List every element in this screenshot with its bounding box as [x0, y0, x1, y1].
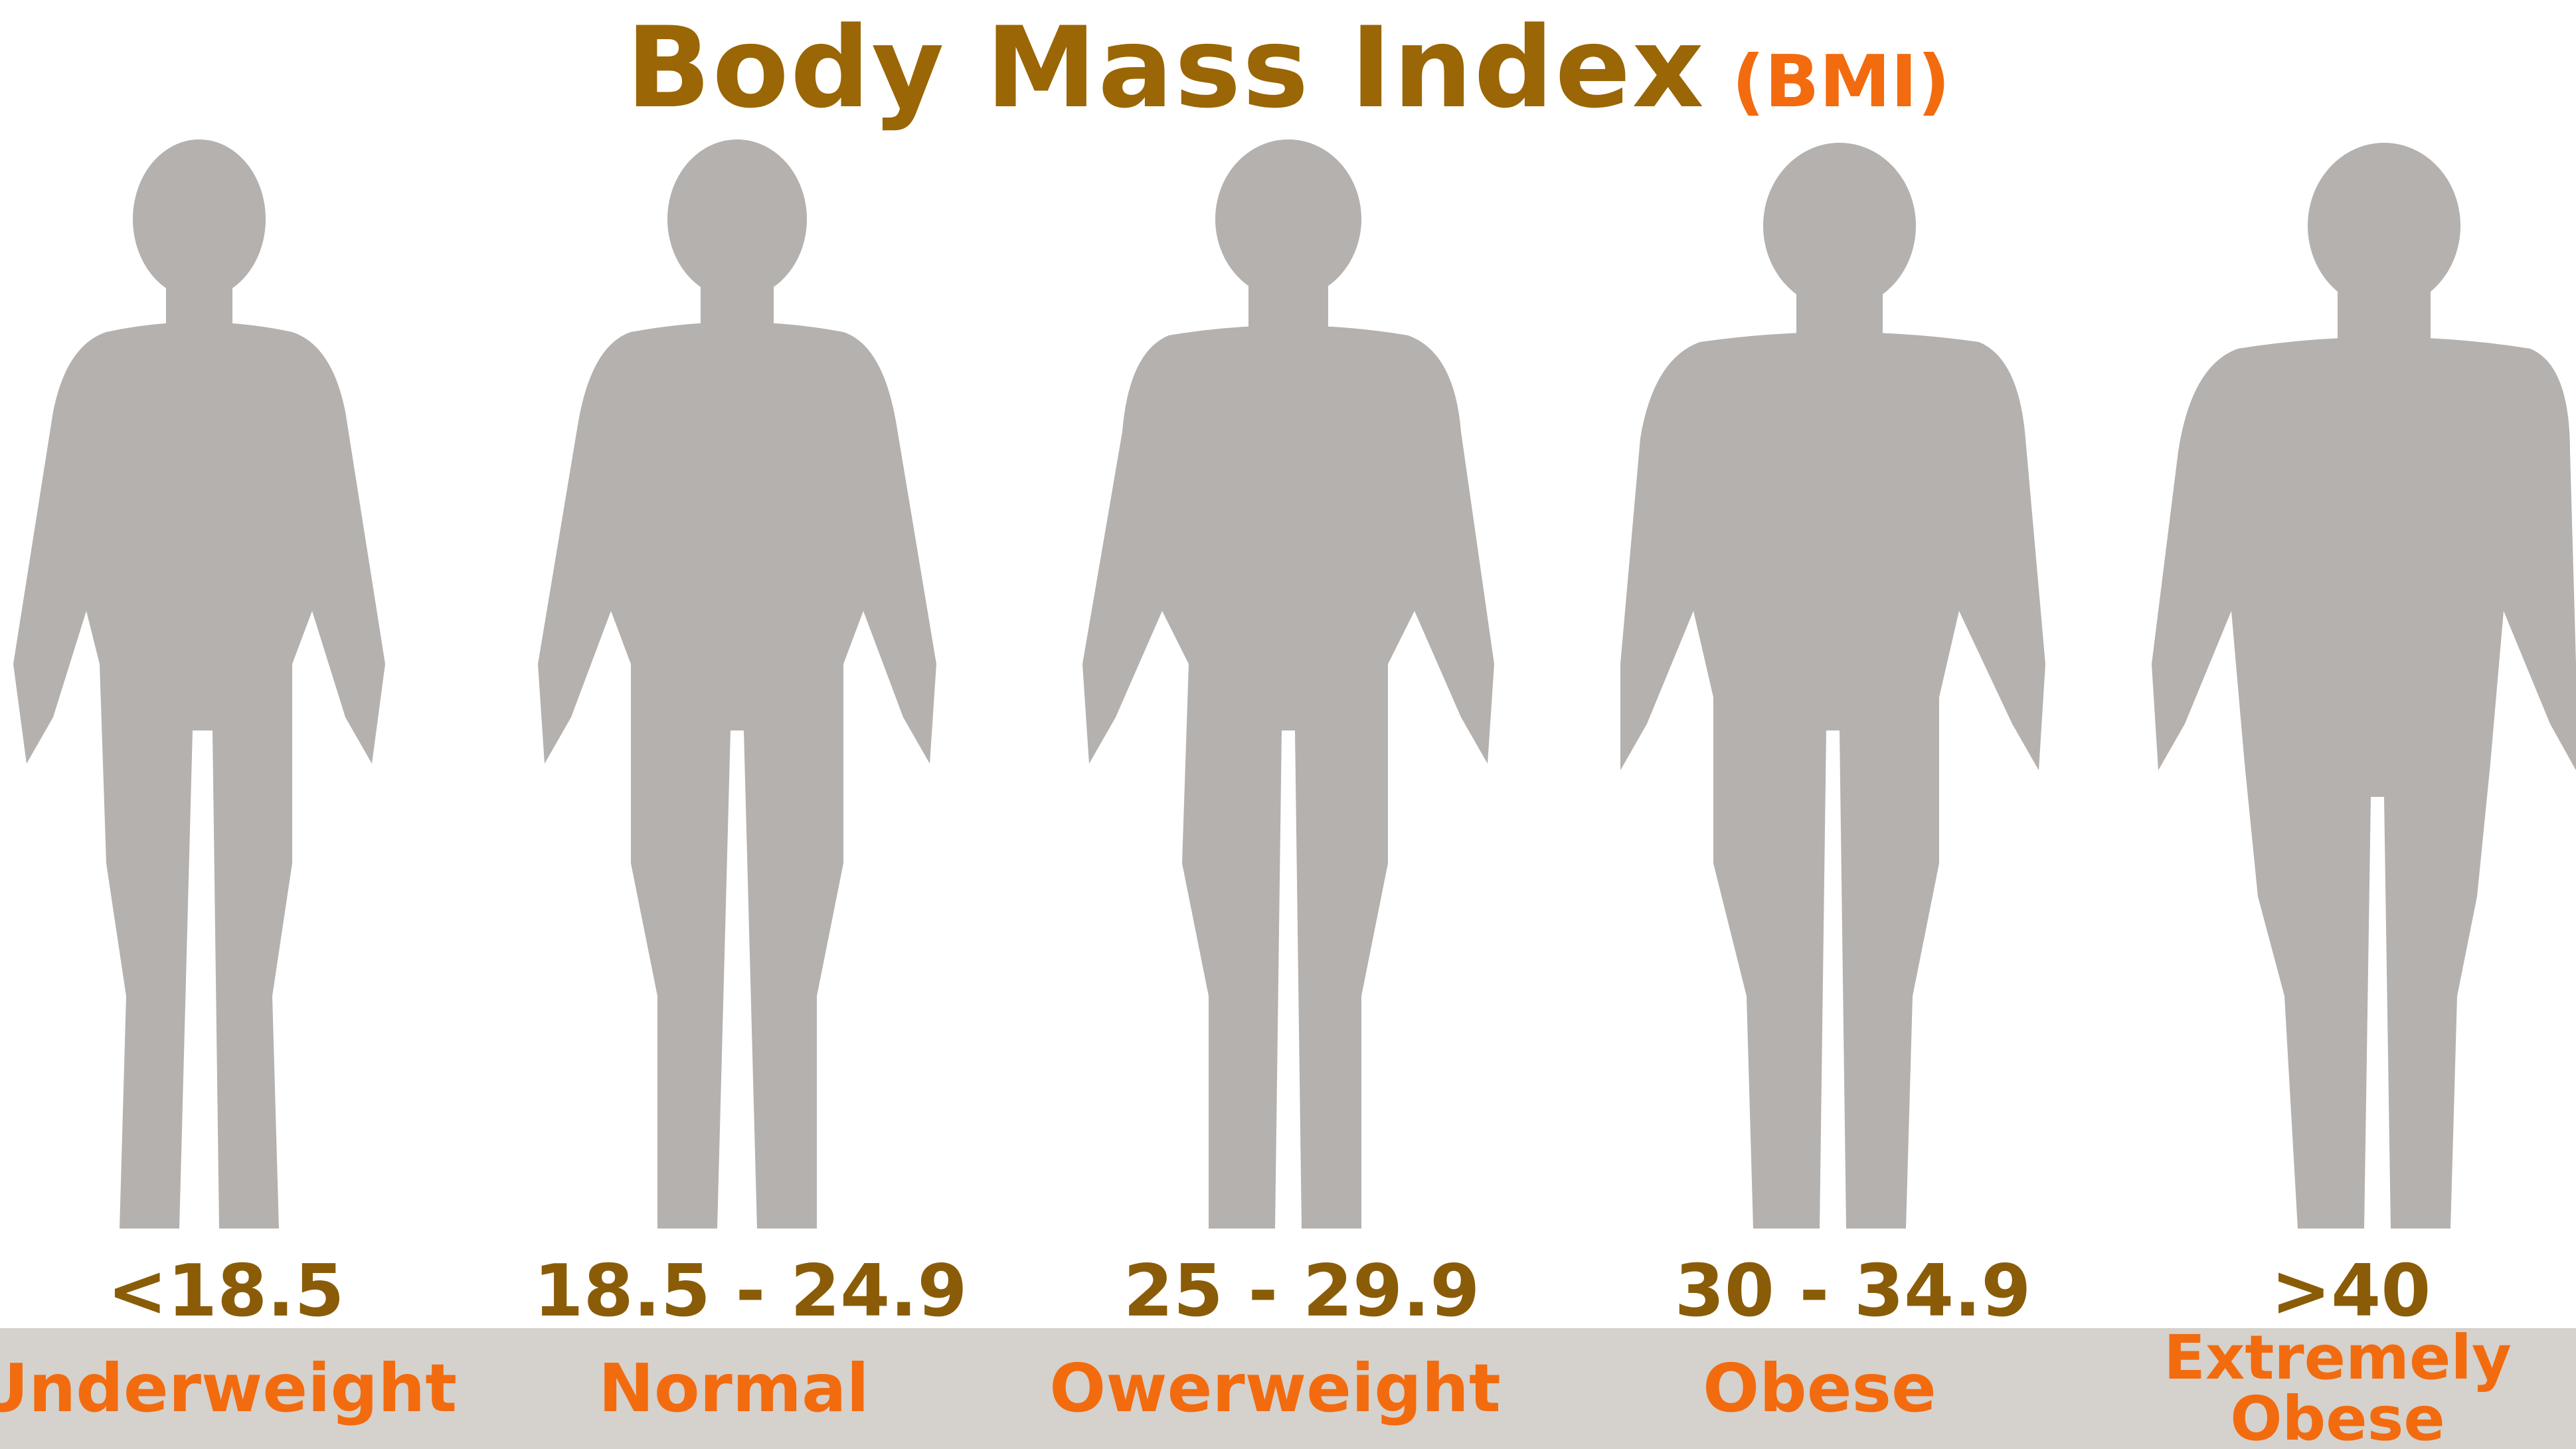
label-extremely-obese: Extremely Obese: [2072, 1322, 2576, 1449]
label-overweight: Owerweight: [1049, 1349, 1501, 1427]
head: [133, 139, 266, 299]
figure-normal: [538, 139, 936, 1229]
torso: [1620, 332, 2045, 1229]
range-underweight: <18.5: [107, 1250, 345, 1333]
figure-underweight: [13, 139, 385, 1229]
label-extremely-obese-line2: Obese: [2230, 1383, 2445, 1449]
torso: [2152, 337, 2576, 1229]
neck: [2338, 286, 2431, 345]
label-normal: Normal: [598, 1349, 869, 1427]
torso: [538, 322, 936, 1229]
label-obese: Obese: [1703, 1349, 1936, 1427]
page-title: Body Mass Index (BMI): [0, 0, 2576, 136]
range-obese: 30 - 34.9: [1674, 1250, 2031, 1333]
figure-overweight: [1082, 139, 1494, 1229]
title-abbreviation: (BMI): [1731, 41, 1950, 124]
figure-extremely-obese: [2152, 143, 2576, 1229]
label-extremely-obese-line1: Extremely: [2164, 1322, 2512, 1393]
label-underweight: Underweight: [0, 1349, 458, 1427]
range-extremely-obese: >40: [2271, 1250, 2431, 1333]
torso: [1082, 325, 1494, 1229]
title-main: Body Mass Index: [626, 3, 1705, 133]
range-overweight: 25 - 29.9: [1123, 1250, 1480, 1333]
head: [2308, 143, 2460, 309]
torso: [13, 322, 385, 1229]
category-band: [0, 1328, 2576, 1449]
head: [667, 139, 807, 299]
head: [1215, 139, 1361, 299]
range-normal: 18.5 - 24.9: [533, 1250, 968, 1333]
head: [1763, 143, 1916, 309]
figure-obese: [1620, 143, 2045, 1229]
